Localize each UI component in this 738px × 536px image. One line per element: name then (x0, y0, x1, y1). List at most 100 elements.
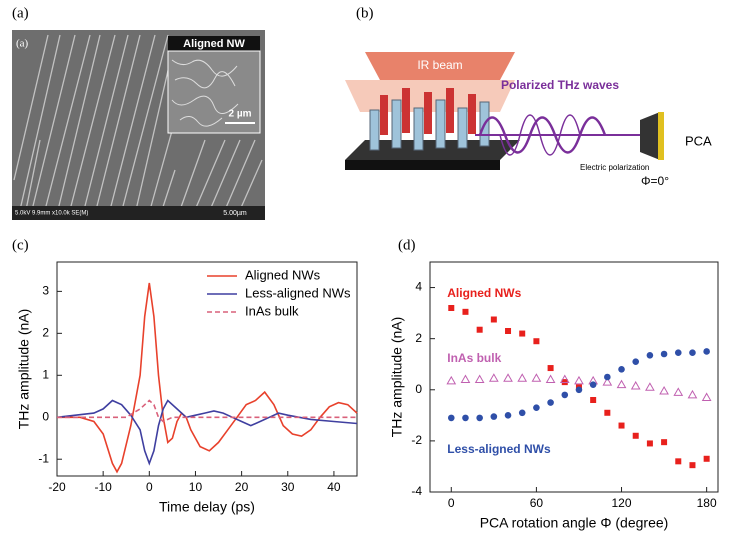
x-tick-label: 30 (281, 480, 295, 494)
point (448, 305, 455, 311)
point (575, 386, 583, 394)
y-tick-label: 3 (42, 284, 49, 298)
setup-diagram: IR beam Polarized THz waves Electric pol… (345, 52, 712, 188)
point (476, 326, 483, 333)
y-axis-title: THz amplitude (nA) (16, 309, 32, 430)
image-label: (a) (16, 38, 29, 50)
point (561, 391, 569, 399)
point (674, 349, 682, 357)
point (616, 379, 627, 389)
x-tick-label: -20 (48, 480, 66, 494)
y-tick-label: -2 (411, 433, 422, 447)
point (474, 374, 485, 384)
x-tick-label: 180 (697, 496, 717, 510)
sem-scale: 5.00µm (223, 210, 247, 217)
beam-label: IR beam (417, 58, 462, 72)
point (533, 404, 540, 411)
point (646, 440, 653, 447)
x-tick-label: 10 (189, 480, 203, 494)
point (462, 308, 469, 315)
x-axis-title: Time delay (ps) (159, 499, 255, 515)
point (675, 458, 682, 465)
plot-frame (429, 261, 719, 493)
x-tick-label: 40 (327, 480, 341, 494)
point (574, 375, 584, 385)
x-tick-label: 60 (530, 496, 544, 510)
panel-label: (c) (12, 237, 29, 253)
x-tick-label: 120 (612, 496, 632, 510)
point (503, 373, 513, 382)
point (604, 373, 611, 381)
point (447, 414, 455, 422)
series-line (57, 399, 357, 423)
series-annotation: Less-aligned NWs (447, 442, 551, 456)
point (646, 351, 654, 359)
point (703, 455, 710, 462)
point (589, 381, 597, 388)
point (632, 432, 639, 439)
point (689, 462, 696, 469)
point (701, 392, 712, 401)
point (673, 387, 684, 396)
point (604, 409, 611, 416)
x-tick-label: 0 (448, 496, 455, 510)
panel-label: (b) (356, 5, 374, 21)
point (689, 349, 696, 357)
y-tick-label: 2 (415, 331, 422, 345)
point (476, 414, 483, 422)
inset-scale: 2 µm (229, 109, 252, 120)
point (490, 413, 498, 420)
x-tick-label: 0 (146, 480, 153, 494)
point (533, 338, 540, 345)
point (504, 412, 512, 419)
detector-label: PCA (685, 133, 712, 148)
x-tick-label: -10 (94, 480, 112, 494)
point (518, 409, 526, 417)
point (446, 375, 457, 385)
y-tick-label: 1 (42, 367, 49, 381)
point (517, 373, 528, 382)
point (618, 422, 625, 429)
point (559, 374, 570, 384)
legend-label: Aligned NWs (245, 267, 321, 282)
point (547, 399, 554, 406)
y-tick-label: -4 (411, 484, 422, 498)
point (632, 358, 640, 365)
point (645, 382, 655, 391)
sem-image: (a) Aligned NW 2 µm 5.0kV 9.9mm x10.0k S… (12, 30, 265, 220)
x-axis-title: PCA rotation angle Φ (degree) (480, 515, 669, 531)
point (460, 374, 471, 384)
legend-label: InAs bulk (245, 303, 299, 318)
panel-label: (a) (12, 5, 29, 21)
point (687, 389, 698, 399)
y-tick-label: -1 (38, 451, 49, 465)
y-tick-label: 0 (415, 382, 422, 396)
series-annotation: InAs bulk (447, 351, 501, 365)
sem-info: 5.0kV 9.9mm x10.0k SE(M) (15, 211, 88, 217)
series-line (57, 282, 358, 474)
point (545, 374, 556, 384)
waves-label: Polarized THz waves (501, 78, 619, 92)
point (659, 386, 669, 395)
point (661, 439, 668, 446)
legend-label: Less-aligned NWs (245, 285, 351, 300)
y-tick-label: 2 (42, 326, 49, 340)
angle-label: Φ=0° (641, 174, 669, 188)
series-annotation: Aligned NWs (447, 286, 521, 300)
plot-frame (56, 261, 358, 477)
point (618, 366, 625, 373)
point (490, 316, 497, 323)
point (547, 365, 554, 372)
point (505, 328, 512, 334)
y-tick-label: 0 (42, 409, 49, 423)
point (590, 397, 597, 403)
point (531, 373, 542, 382)
point (488, 373, 499, 382)
inset-title: Aligned NW (183, 38, 245, 50)
point (703, 348, 710, 355)
panel-label: (d) (398, 237, 416, 253)
point (519, 330, 526, 337)
point (660, 350, 668, 358)
polarization-label: Electric polarization (580, 163, 649, 172)
